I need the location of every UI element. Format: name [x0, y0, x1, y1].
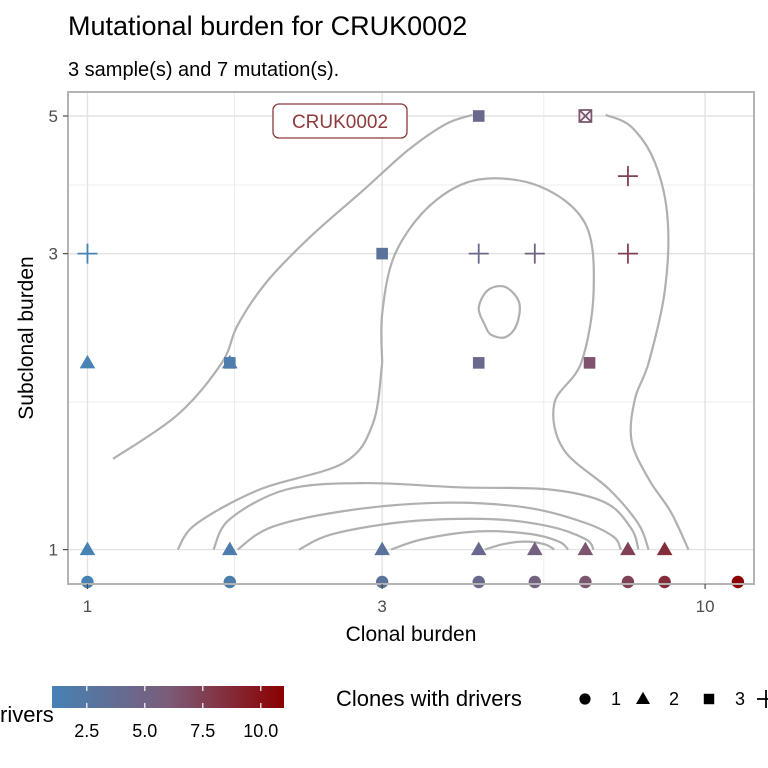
x-tick-label: 1 — [83, 597, 92, 616]
data-point-boxcross — [578, 109, 593, 123]
data-point-circle — [731, 575, 745, 589]
plot-border — [67, 91, 755, 585]
plot-background — [68, 92, 754, 584]
data-point-square — [223, 357, 236, 369]
data-point-square — [583, 357, 596, 369]
data-point-triangle — [656, 541, 673, 556]
density-contour — [484, 540, 555, 551]
density-contour — [298, 517, 595, 551]
data-point-circle — [579, 575, 592, 589]
density-contour — [112, 113, 473, 460]
data-point-circle — [528, 575, 541, 589]
density-contour — [236, 501, 622, 551]
x-tick-label: 10 — [696, 597, 715, 616]
color-legend: rivers 2.5 5.0 7.5 10.0 — [0, 686, 284, 741]
data-point-circle — [81, 575, 94, 589]
shape-legend-key-circle — [579, 693, 591, 705]
data-point-square — [472, 357, 485, 369]
data-point-triangle — [577, 541, 594, 556]
data-point-circle — [375, 575, 389, 589]
shape-legend-entries: 1 2 3 — [579, 689, 768, 709]
plot-area: CRUK0002 — [67, 91, 755, 589]
data-point-plus — [468, 243, 489, 264]
y-tick-label: 1 — [49, 541, 58, 560]
shape-legend-label: 1 — [611, 689, 621, 709]
x-tick-label: 3 — [377, 597, 386, 616]
data-point-triangle — [221, 541, 238, 556]
color-legend-tick-label: 5.0 — [132, 721, 157, 741]
color-legend-bar — [52, 686, 284, 708]
color-legend-ticks: 2.5 5.0 7.5 10.0 — [74, 686, 278, 741]
data-point-plus — [524, 243, 545, 264]
data-point-plus — [617, 243, 638, 264]
data-point-plus — [617, 166, 638, 187]
shape-legend-title: Clones with drivers — [336, 686, 522, 711]
x-axis-label: Clonal burden — [346, 623, 477, 646]
chart-subtitle: 3 sample(s) and 7 mutation(s). — [68, 59, 339, 81]
density-contour — [176, 362, 384, 551]
color-legend-tick-label: 7.5 — [190, 721, 215, 741]
density-contour — [605, 113, 690, 551]
annotation-group: CRUK0002 — [272, 103, 408, 139]
data-point-triangle — [470, 541, 487, 556]
shape-legend-key-plus — [757, 690, 768, 708]
data-point-circle — [658, 575, 671, 589]
data-point-triangle — [79, 541, 96, 556]
x-axis-ticks: 1 3 10 — [83, 584, 715, 616]
data-point-circle — [621, 575, 635, 589]
y-tick-label: 5 — [49, 107, 58, 126]
shape-legend-label: 3 — [735, 689, 745, 709]
y-axis-label: Subclonal burden — [15, 256, 38, 419]
data-point-triangle — [79, 354, 96, 369]
color-legend-title: rivers — [0, 702, 54, 727]
y-axis-ticks: 1 3 5 — [49, 107, 68, 560]
annotation-box — [272, 103, 408, 139]
y-tick-label: 3 — [49, 245, 58, 264]
color-legend-tick-label: 2.5 — [74, 721, 99, 741]
density-contours — [112, 113, 690, 551]
data-point-triangle — [374, 541, 390, 556]
data-point-plus — [77, 243, 98, 264]
shape-legend-label: 2 — [669, 689, 679, 709]
data-points — [77, 109, 745, 589]
data-point-triangle — [620, 541, 636, 556]
shape-legend: Clones with drivers 1 2 3 — [336, 686, 768, 711]
density-contour — [212, 481, 640, 551]
density-contour — [477, 285, 521, 339]
density-contour — [380, 177, 650, 551]
chart-title: Mutational burden for CRUK0002 — [68, 11, 467, 41]
data-point-circle — [223, 575, 236, 589]
color-legend-tick-label: 10.0 — [243, 721, 278, 741]
data-point-square — [376, 247, 388, 260]
data-point-circle — [472, 575, 485, 589]
shape-legend-key-triangle — [635, 691, 651, 704]
shape-legend-key-square — [703, 693, 715, 705]
annotation-label: CRUK0002 — [292, 112, 388, 133]
data-point-square — [472, 110, 485, 122]
density-contour — [390, 530, 569, 551]
data-point-triangle — [527, 541, 543, 556]
